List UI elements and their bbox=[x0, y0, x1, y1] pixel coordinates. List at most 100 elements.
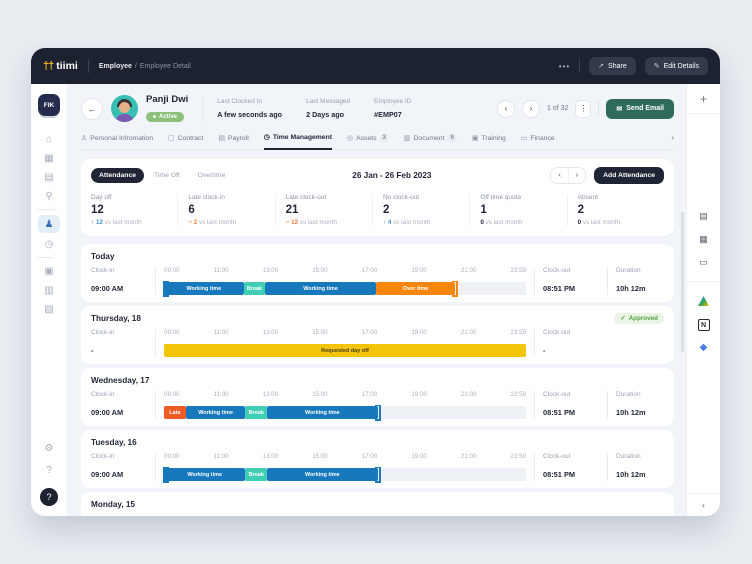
avatar bbox=[111, 95, 138, 122]
id-card-icon[interactable]: ▤ bbox=[699, 211, 708, 221]
tick-label: 17:00 bbox=[361, 329, 378, 336]
timeline-bracket bbox=[452, 280, 459, 297]
employees-icon[interactable]: ♟ bbox=[38, 215, 60, 233]
right-sidebar: + ▤ ▦ ▭ N ◆ ‹ bbox=[686, 84, 720, 516]
timeline-ticks: 09:00 11:00 13:00 15:00 17:00 19:00 21:00 23:59 bbox=[164, 391, 526, 401]
tab-contract[interactable]: ▢ Contract bbox=[168, 134, 203, 149]
reports-icon[interactable]: ▧ bbox=[44, 303, 54, 315]
tick-label: 09:00 bbox=[164, 329, 180, 336]
day-row-header: Tuesday, 16 bbox=[91, 437, 664, 448]
tab-finance[interactable]: ▭ Finance bbox=[521, 134, 555, 149]
google-drive-icon[interactable] bbox=[698, 296, 709, 306]
day-row-header: Thursday, 18 ✓ Approved bbox=[91, 313, 664, 324]
share-button[interactable]: ↗ Share bbox=[589, 57, 636, 75]
toggle-overtime[interactable]: Overtime bbox=[197, 172, 226, 179]
clock-in-col: Clock-in 09:00 AM bbox=[91, 453, 147, 481]
notes-icon[interactable]: ▦ bbox=[699, 234, 708, 244]
main-scrollbar[interactable] bbox=[681, 212, 684, 352]
attendance-day-row: Today Clock-in 09:00 AM 09:00 11:00 13:00 15:0… bbox=[81, 244, 674, 302]
stat-delta: 0 vs last month bbox=[480, 219, 523, 226]
breadcrumb-page: Employee Detail bbox=[139, 62, 191, 70]
segment-break: Break bbox=[245, 406, 268, 419]
stat-no-clock-out: No clock-out 2 ↑ 4 vs last month bbox=[371, 194, 469, 226]
add-widget-icon[interactable]: + bbox=[699, 92, 707, 106]
add-attendance-button[interactable]: Add Attendance bbox=[594, 167, 664, 184]
clock-out-value: 08:51 PM bbox=[543, 408, 576, 417]
date-prev-button[interactable]: ‹ bbox=[558, 172, 561, 179]
stat-label: Day off bbox=[91, 194, 112, 201]
attendance-day-row: Monday, 15 bbox=[81, 492, 674, 516]
calendar-icon[interactable]: ▦ bbox=[44, 152, 54, 164]
next-employee-button[interactable]: › bbox=[521, 99, 540, 118]
document-icon: ▥ bbox=[403, 135, 411, 142]
tab-payroll[interactable]: ▤ Payroll bbox=[218, 134, 248, 149]
tick-label: 23:59 bbox=[510, 391, 526, 398]
tick-label: 13:00 bbox=[262, 267, 279, 274]
stat-late-clock-out: Late clock-out 21 − 12 vs last month bbox=[274, 194, 372, 226]
date-next-button[interactable]: › bbox=[567, 168, 585, 183]
tab-label: Training bbox=[481, 134, 506, 142]
segment-late: Late bbox=[164, 406, 186, 419]
tab-time-management[interactable]: ◷ Time Management bbox=[263, 133, 333, 150]
employee-header: ← Panji Dwi Active Last Clocked In A few … bbox=[81, 94, 674, 123]
clock-out-value: 08:51 PM bbox=[543, 470, 576, 479]
employee-menu-button[interactable]: ⋮ bbox=[575, 99, 592, 118]
column-divider bbox=[155, 391, 156, 419]
hint-icon[interactable]: ? bbox=[46, 464, 52, 476]
documents-icon[interactable]: ▤ bbox=[44, 171, 54, 183]
tabs-scroll-chevron-icon[interactable]: › bbox=[671, 133, 674, 142]
stat-value: 6 bbox=[188, 204, 195, 216]
toggle-time-off[interactable]: Time Off bbox=[154, 172, 180, 179]
tab-assets[interactable]: ◎ Assets 3 bbox=[347, 134, 389, 149]
company-logo[interactable]: FIK bbox=[38, 94, 60, 116]
search-user-icon[interactable]: ⚲ bbox=[45, 190, 53, 202]
stat-label: Late clock-in bbox=[188, 194, 225, 201]
send-email-button[interactable]: ✉ Send Email bbox=[606, 98, 674, 119]
employee-info-col: Last Messaged 2 Days ago bbox=[306, 98, 350, 119]
timeline: 09:00 11:00 13:00 15:00 17:00 19:00 21:00 23:59… bbox=[163, 267, 526, 297]
briefcase-icon[interactable]: ▣ bbox=[44, 265, 54, 277]
prev-employee-button[interactable]: ‹ bbox=[496, 99, 515, 118]
status-badge: Active bbox=[146, 111, 185, 122]
duration-label: Duration bbox=[616, 267, 641, 274]
folder-icon[interactable]: ▭ bbox=[699, 257, 708, 267]
sidebar-divider bbox=[38, 209, 54, 210]
tab-personal-infromation[interactable]: ♙ Personal Infromation bbox=[81, 134, 153, 149]
stat-delta: − 2 vs last month bbox=[188, 219, 237, 226]
payroll-icon: ▤ bbox=[218, 135, 225, 142]
timeline: 09:00 11:00 13:00 15:00 17:00 19:00 21:00 23:59… bbox=[163, 453, 526, 483]
tick-label: 11:00 bbox=[213, 267, 229, 274]
duration-col: Duration 10h 12m bbox=[616, 453, 664, 481]
app-window: †† tiimi Employee / Employee Detail ••• … bbox=[31, 48, 720, 516]
tick-label: 19:00 bbox=[411, 329, 427, 336]
dropbox-icon[interactable]: ◆ bbox=[699, 342, 708, 353]
time-tracking-icon[interactable]: ◷ bbox=[44, 238, 54, 250]
more-menu-icon[interactable]: ••• bbox=[558, 61, 571, 71]
clock-out-col: Clock-out - bbox=[543, 329, 599, 357]
toggle-attendance[interactable]: Attendance bbox=[91, 168, 145, 183]
share-button-label: Share bbox=[608, 62, 627, 70]
home-icon[interactable]: ⌂ bbox=[45, 133, 53, 145]
tab-label: Payroll bbox=[227, 134, 249, 142]
tick-label: 15:00 bbox=[312, 329, 328, 336]
timeline: 09:00 11:00 13:00 15:00 17:00 19:00 21:00 23:59… bbox=[164, 391, 526, 421]
organization-icon[interactable]: ▥ bbox=[44, 284, 54, 296]
finance-icon: ▭ bbox=[520, 135, 528, 142]
help-button[interactable]: ? bbox=[40, 488, 58, 506]
notion-icon[interactable]: N bbox=[697, 319, 710, 331]
collapse-sidebar-icon[interactable]: ‹ bbox=[687, 493, 720, 516]
check-icon: ✓ bbox=[620, 315, 626, 322]
back-button[interactable]: ← bbox=[81, 97, 103, 120]
clock-out-value: - bbox=[543, 346, 546, 355]
breadcrumb-section[interactable]: Employee bbox=[98, 62, 132, 70]
tick-label: 11:00 bbox=[213, 453, 229, 460]
tab-training[interactable]: ▣ Training bbox=[472, 134, 506, 149]
approved-label: Approved bbox=[628, 315, 658, 322]
edit-details-button[interactable]: ✎ Edit Details bbox=[644, 57, 708, 75]
settings-icon[interactable]: ⚙ bbox=[44, 442, 54, 454]
day-row-header: Monday, 15 bbox=[91, 499, 664, 510]
info-value: #EMP07 bbox=[374, 110, 402, 119]
column-divider bbox=[534, 391, 535, 419]
stat-value: 21 bbox=[285, 204, 299, 216]
tab-document[interactable]: ▥ Document 8 bbox=[404, 134, 457, 149]
